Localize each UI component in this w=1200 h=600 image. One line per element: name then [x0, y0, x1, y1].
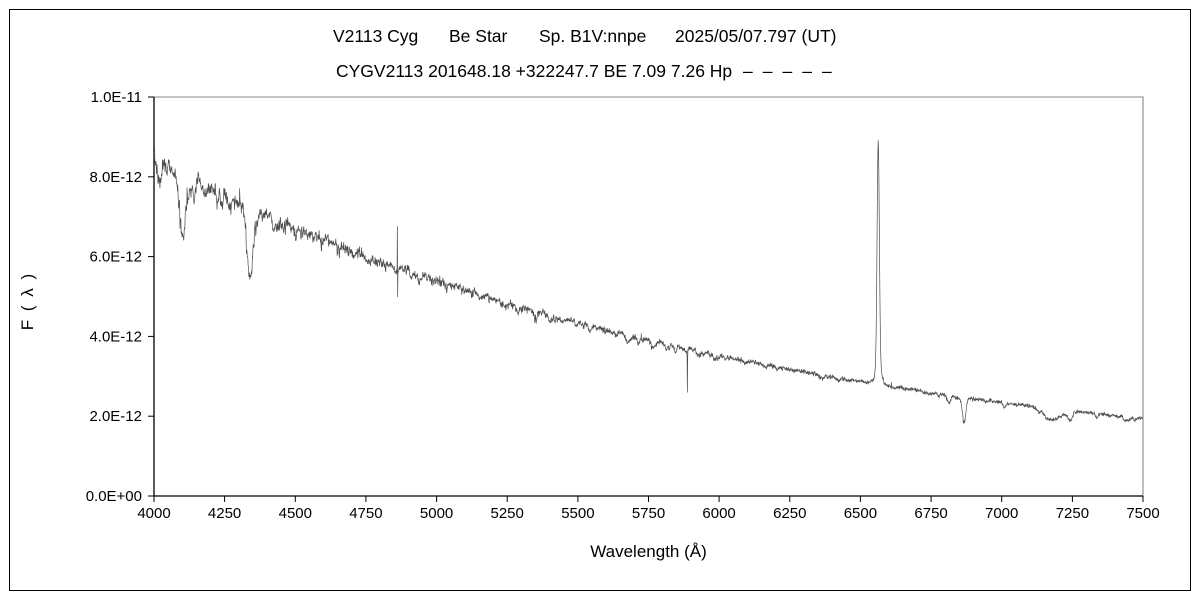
- svg-text:CYGV2113 201648.18 +322247.7 B: CYGV2113 201648.18 +322247.7 BE 7.09 7.2…: [336, 61, 832, 81]
- svg-text:2.0E-12: 2.0E-12: [89, 408, 142, 425]
- svg-text:4.0E-12: 4.0E-12: [89, 328, 142, 345]
- svg-text:6.0E-12: 6.0E-12: [89, 249, 142, 266]
- svg-text:0.0E+00: 0.0E+00: [86, 488, 142, 505]
- svg-text:V2113 Cyg Be Star Sp.: V2113 Cyg Be Star Sp. B1V:nnpe 2025/05/0…: [333, 26, 837, 46]
- svg-text:4750: 4750: [349, 505, 382, 522]
- svg-text:F ( λ ): F ( λ ): [18, 272, 37, 330]
- svg-text:5250: 5250: [491, 505, 524, 522]
- svg-text:6000: 6000: [702, 505, 735, 522]
- svg-text:1.0E-11: 1.0E-11: [91, 89, 142, 106]
- svg-text:Wavelength (Å): Wavelength (Å): [590, 542, 707, 561]
- svg-text:7500: 7500: [1126, 505, 1159, 522]
- svg-text:6500: 6500: [844, 505, 877, 522]
- svg-text:4000: 4000: [137, 505, 170, 522]
- svg-text:7000: 7000: [985, 505, 1018, 522]
- svg-text:5750: 5750: [632, 505, 665, 522]
- svg-text:4500: 4500: [279, 505, 312, 522]
- svg-text:6250: 6250: [773, 505, 806, 522]
- svg-text:4250: 4250: [208, 505, 241, 522]
- svg-text:7250: 7250: [1056, 505, 1089, 522]
- svg-text:8.0E-12: 8.0E-12: [89, 169, 142, 186]
- svg-text:5500: 5500: [561, 505, 594, 522]
- svg-text:5000: 5000: [420, 505, 453, 522]
- svg-text:6750: 6750: [914, 505, 947, 522]
